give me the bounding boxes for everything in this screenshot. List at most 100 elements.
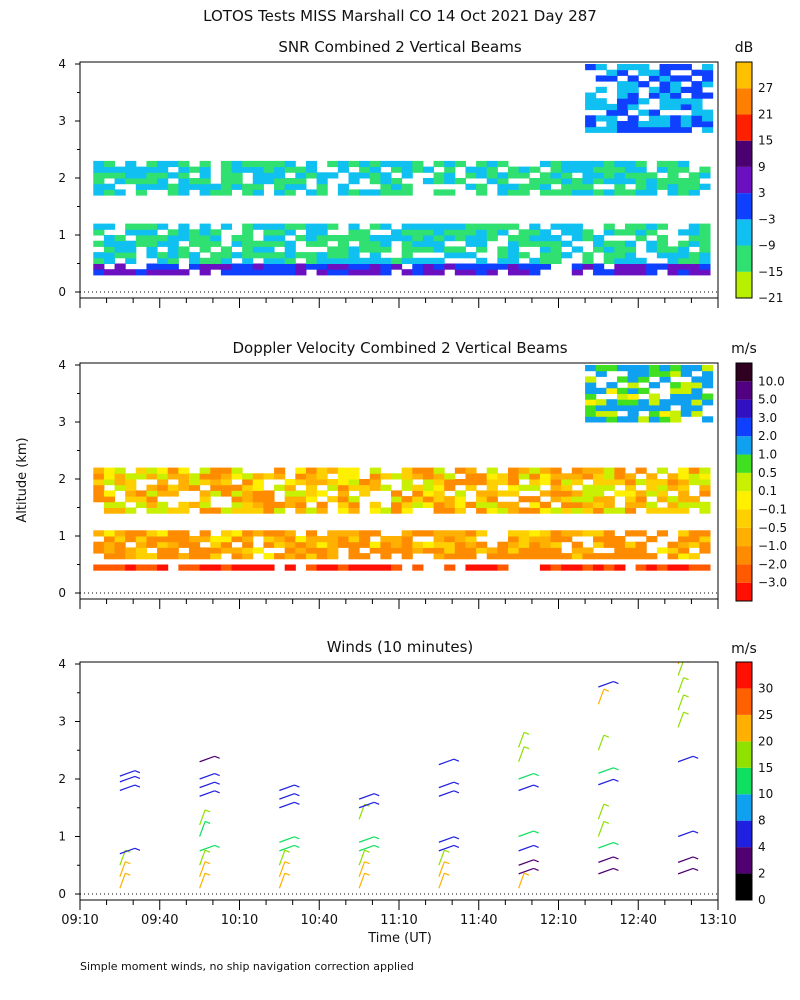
heat-cell-0-2 xyxy=(603,172,615,179)
heat-cell-0-1 xyxy=(146,229,158,236)
heat-cell-0-0 xyxy=(678,263,690,270)
heat-cell-0-2 xyxy=(380,160,392,168)
heat-cell-1-0 xyxy=(337,467,349,474)
heat-cell-0-1 xyxy=(454,235,466,242)
heat-cell-1-0 xyxy=(242,484,254,491)
wind-barb-feather-1-9 xyxy=(214,755,220,759)
heat-cell-1-0 xyxy=(571,507,583,514)
heat-cell-0-2 xyxy=(242,189,254,196)
heat-cell-0-2 xyxy=(135,166,147,173)
heat-cell-1-1 xyxy=(125,553,137,560)
heat-cell-0-2 xyxy=(103,189,116,196)
heat-cell-0-2 xyxy=(678,166,690,173)
heat-cell-0-2 xyxy=(656,183,668,190)
heat-cell-0-1 xyxy=(561,252,573,259)
heat-cell-0-1 xyxy=(188,240,201,247)
wind-barb-1-3 xyxy=(199,844,215,852)
heat-cell-1-3 xyxy=(648,370,661,377)
wind-barb-feather-2-4 xyxy=(294,836,300,840)
heat-cell-0-1 xyxy=(433,229,445,236)
heat-cell-0-0 xyxy=(518,269,530,276)
heat-cell-1-0 xyxy=(391,490,403,497)
heat-cell-1-0 xyxy=(635,501,647,508)
heat-cell-0-3 xyxy=(616,103,629,111)
wind-barb-5-6 xyxy=(518,772,534,780)
wind-barb-0-1 xyxy=(119,861,126,877)
heat-cell-0-1 xyxy=(635,223,647,230)
heat-cell-0-1 xyxy=(635,235,647,242)
heat-cell-1-0 xyxy=(125,479,137,486)
heat-cell-1-0 xyxy=(593,484,605,491)
heat-cell-0-0 xyxy=(167,269,179,276)
heat-cell-1-0 xyxy=(199,479,211,486)
heat-cell-0-1 xyxy=(507,257,520,264)
heat-cell-1-1 xyxy=(603,541,615,548)
heat-cell-1-0 xyxy=(93,496,105,503)
colorbar-label-2-0: 30 xyxy=(758,681,773,695)
heat-cell-0-3 xyxy=(627,75,639,82)
heat-cell-1-0 xyxy=(646,501,658,508)
heat-cell-0-3 xyxy=(680,103,692,111)
heat-cell-0-3 xyxy=(659,81,671,88)
heat-cell-1-0 xyxy=(157,467,169,474)
heat-cell-0-2 xyxy=(242,183,254,190)
heat-cell-1-1 xyxy=(231,553,243,560)
heat-cell-1-3 xyxy=(638,365,650,372)
heat-cell-1-1 xyxy=(263,530,275,537)
heat-cell-1-1 xyxy=(188,547,201,554)
heat-cell-0-2 xyxy=(571,183,583,190)
heat-cell-0-1 xyxy=(507,246,520,253)
wind-barb-4-7 xyxy=(438,758,455,766)
heat-cell-1-0 xyxy=(210,473,222,480)
heat-cell-1-1 xyxy=(593,541,605,548)
heat-cell-0-2 xyxy=(561,178,573,185)
heat-cell-0-1 xyxy=(188,252,201,259)
heat-cell-1-0 xyxy=(274,507,286,514)
heat-cell-0-2 xyxy=(571,178,583,185)
heat-cell-1-0 xyxy=(539,473,552,480)
heat-cell-0-1 xyxy=(486,229,498,236)
heat-cell-1-0 xyxy=(582,484,594,491)
heat-cell-0-1 xyxy=(603,240,615,247)
heat-cell-1-0 xyxy=(678,467,690,474)
heat-cell-1-0 xyxy=(561,496,573,503)
heat-cell-1-0 xyxy=(444,496,456,503)
heat-cell-1-0 xyxy=(157,479,169,486)
heat-cell-1-1 xyxy=(433,541,445,548)
heat-cell-0-1 xyxy=(327,223,339,230)
wind-barb-7-1 xyxy=(677,856,694,863)
heat-cell-1-1 xyxy=(199,530,211,537)
heat-cell-1-1 xyxy=(274,536,286,543)
heat-cell-1-0 xyxy=(539,479,552,486)
heat-cell-1-3 xyxy=(659,376,671,383)
heat-cell-0-1 xyxy=(210,252,222,259)
wind-barb-feather-7-1 xyxy=(692,856,699,860)
heat-cell-0-2 xyxy=(603,160,615,168)
heat-cell-0-1 xyxy=(422,240,435,247)
heat-cell-1-1 xyxy=(476,541,488,548)
heat-cell-0-0 xyxy=(454,263,466,270)
heat-cell-1-0 xyxy=(327,496,339,503)
heat-cell-0-2 xyxy=(518,166,530,173)
wind-barb-3-3 xyxy=(358,844,375,852)
heat-cell-0-2 xyxy=(316,189,328,196)
heat-cell-0-2 xyxy=(656,160,668,168)
heat-cell-0-2 xyxy=(157,160,169,168)
heat-cell-1-0 xyxy=(93,484,105,491)
wind-barb-feather-1-1 xyxy=(204,861,211,865)
heat-cell-0-1 xyxy=(518,240,530,247)
colorbar-label-2-8: 0 xyxy=(758,893,766,907)
heat-cell-0-3 xyxy=(648,115,661,122)
heat-cell-1-0 xyxy=(348,484,360,491)
heat-cell-0-1 xyxy=(327,252,339,259)
heat-cell-0-1 xyxy=(369,246,381,253)
heat-cell-0-1 xyxy=(444,252,456,259)
heat-cell-1-2 xyxy=(316,564,328,571)
heat-cell-0-0 xyxy=(667,269,679,276)
heat-cell-0-2 xyxy=(327,160,339,168)
heat-cell-1-1 xyxy=(103,547,116,554)
heat-cell-1-1 xyxy=(252,530,264,537)
heat-cell-0-2 xyxy=(646,189,658,196)
heat-cell-1-1 xyxy=(454,536,466,543)
